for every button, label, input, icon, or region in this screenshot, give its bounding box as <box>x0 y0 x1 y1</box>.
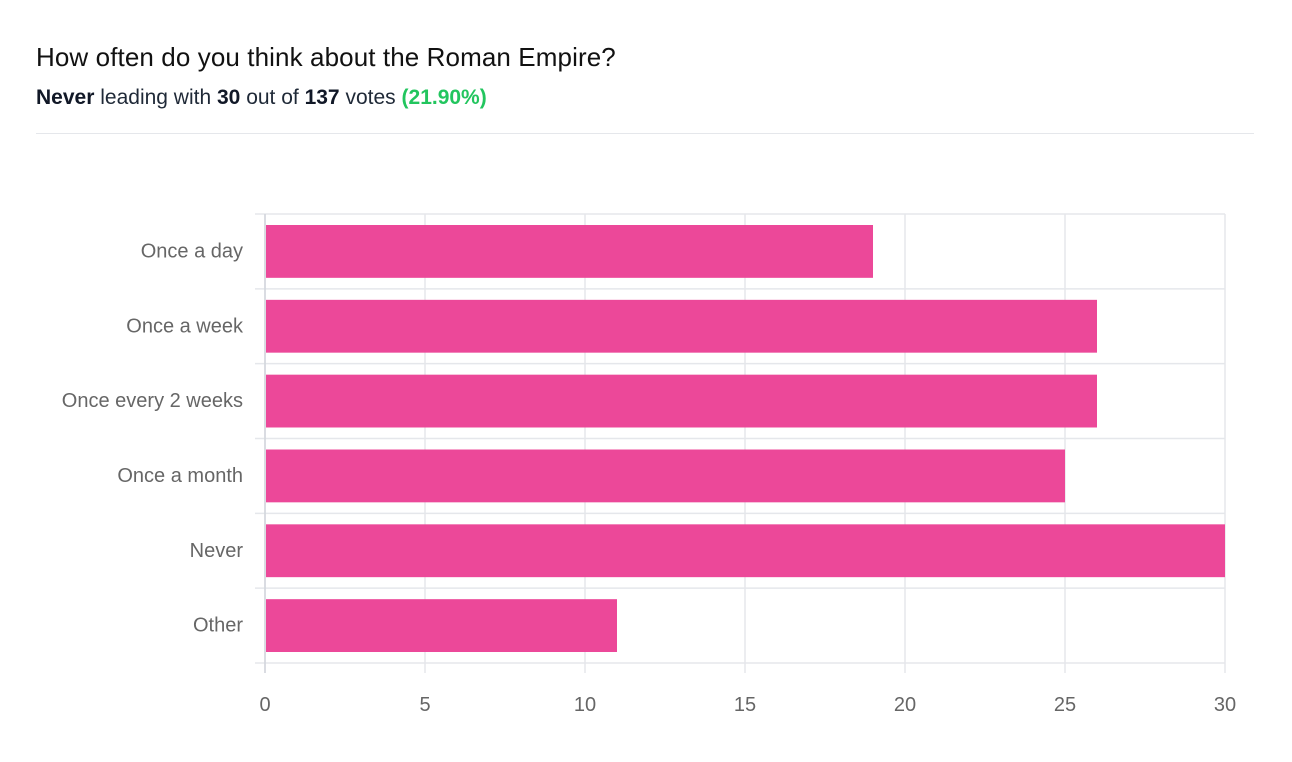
category-label: Never <box>190 540 244 562</box>
poll-summary: Never leading with 30 out of 137 votes (… <box>36 84 1254 112</box>
poll-title: How often do you think about the Roman E… <box>36 42 616 72</box>
total-votes: 137 <box>304 86 340 109</box>
x-tick-label: 5 <box>419 694 430 716</box>
category-label: Once a week <box>126 315 244 337</box>
leader-option: Never <box>36 86 95 109</box>
poll-header: How often do you think about the Roman E… <box>36 40 1254 112</box>
x-tick-label: 30 <box>1214 694 1236 716</box>
x-tick-label: 10 <box>574 694 596 716</box>
bar <box>266 599 617 652</box>
bar <box>266 299 1097 353</box>
category-label: Once every 2 weeks <box>62 390 243 412</box>
bar <box>266 374 1097 428</box>
x-tick-label: 15 <box>734 694 756 716</box>
bar <box>266 225 873 278</box>
x-tick-label: 25 <box>1054 694 1076 716</box>
leader-percentage: (21.90%) <box>401 86 487 109</box>
leader-votes: 30 <box>216 86 241 109</box>
x-tick-label: 20 <box>894 694 916 716</box>
x-tick-label: 0 <box>259 694 270 716</box>
leading-text: leading with <box>100 86 212 109</box>
bar <box>266 449 1065 503</box>
out-of-text: out of <box>246 86 299 109</box>
bar <box>266 524 1225 578</box>
category-label: Once a month <box>117 465 243 487</box>
header-divider <box>36 133 1254 134</box>
category-label: Once a day <box>141 240 243 262</box>
category-label: Other <box>193 615 243 637</box>
votes-text: votes <box>345 86 396 109</box>
